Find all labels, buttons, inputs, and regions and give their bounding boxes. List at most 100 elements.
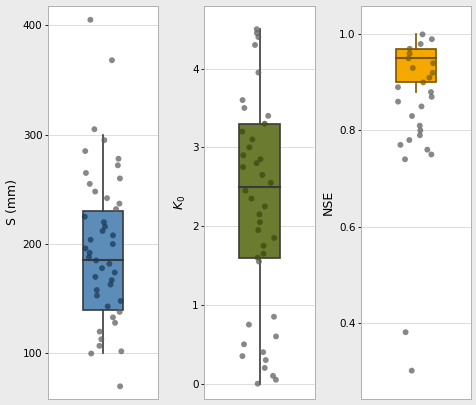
Point (251, 42, 258, 48)
Point (114, 156, 122, 162)
Point (116, 309, 123, 315)
Point (405, 137, 412, 143)
Point (259, 243, 267, 249)
Point (393, 84, 401, 90)
Point (87, 350, 95, 357)
Point (104, 303, 111, 310)
Point (400, 156, 408, 162)
Point (116, 175, 123, 182)
Point (260, 120, 268, 127)
Point (258, 172, 266, 178)
Point (405, 50, 413, 57)
Point (86, 17, 94, 23)
Point (109, 232, 117, 239)
Point (240, 105, 248, 111)
Point (256, 219, 263, 226)
Point (116, 383, 124, 390)
Point (415, 132, 423, 139)
Point (239, 164, 247, 170)
Y-axis label: NSE: NSE (321, 190, 334, 215)
Point (91, 274, 99, 280)
Y-axis label: $K_0$: $K_0$ (173, 195, 188, 210)
Point (245, 321, 252, 328)
Point (271, 377, 279, 383)
Point (260, 364, 268, 371)
Point (97, 336, 105, 343)
Point (245, 144, 253, 151)
Point (115, 200, 123, 207)
Point (408, 65, 416, 71)
Point (407, 367, 415, 374)
Point (93, 292, 100, 299)
Point (415, 122, 423, 129)
Point (108, 277, 115, 284)
Point (259, 250, 267, 257)
Point (247, 195, 255, 202)
Point (404, 55, 412, 62)
Point (252, 26, 260, 32)
Point (111, 320, 119, 326)
Point (416, 127, 423, 134)
Point (91, 188, 99, 195)
Point (254, 227, 261, 233)
Point (100, 219, 108, 226)
Point (93, 287, 100, 293)
Point (267, 179, 274, 186)
Point (86, 249, 93, 256)
Point (425, 75, 432, 81)
Point (396, 142, 403, 148)
Point (264, 113, 271, 119)
Point (109, 241, 117, 247)
Point (417, 103, 425, 110)
Point (253, 30, 260, 36)
Point (259, 349, 267, 356)
Point (427, 36, 435, 43)
Point (238, 353, 246, 359)
Point (255, 211, 263, 217)
Point (254, 34, 262, 40)
Bar (395, 49, 436, 82)
Point (272, 333, 279, 340)
Point (108, 57, 116, 64)
Point (270, 235, 278, 241)
Point (86, 181, 93, 187)
Point (90, 126, 98, 132)
Point (241, 188, 249, 194)
Point (117, 298, 124, 304)
Point (428, 60, 436, 66)
Point (95, 343, 103, 349)
Point (114, 162, 121, 168)
Point (105, 260, 113, 267)
Point (423, 147, 430, 153)
Point (85, 254, 93, 260)
Point (112, 206, 119, 212)
Point (401, 329, 408, 335)
Point (428, 70, 436, 76)
Point (260, 203, 268, 210)
Point (427, 94, 435, 100)
Point (239, 152, 247, 158)
Point (111, 269, 119, 276)
Point (253, 254, 261, 261)
Point (248, 136, 256, 143)
Point (255, 258, 262, 265)
Point (98, 265, 106, 271)
Point (268, 373, 276, 379)
Point (239, 341, 247, 347)
Point (256, 156, 264, 162)
Point (252, 160, 260, 166)
Point (101, 223, 109, 230)
Point (117, 348, 125, 354)
Point (103, 195, 110, 201)
Point (253, 380, 261, 387)
Point (261, 357, 269, 363)
Point (81, 245, 89, 252)
Point (100, 137, 108, 143)
Point (407, 113, 415, 119)
Point (394, 98, 401, 105)
Point (416, 41, 424, 47)
Point (269, 313, 277, 320)
Point (99, 228, 106, 234)
Point (426, 89, 434, 95)
Point (87, 237, 94, 243)
